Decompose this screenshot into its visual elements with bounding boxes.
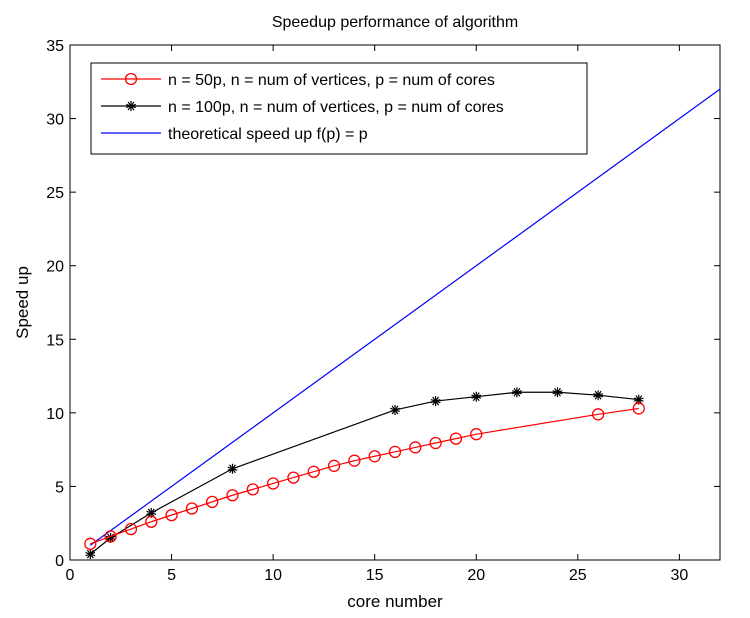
data-point <box>430 396 441 407</box>
chart-title: Speedup performance of algorithm <box>272 14 518 31</box>
y-tick-label: 15 <box>46 332 64 349</box>
data-point <box>165 508 178 522</box>
legend-item-3: theoretical speed up f(p) = p <box>101 126 368 143</box>
data-point <box>85 549 96 560</box>
legend: n = 50p, n = num of vertices, p = num of… <box>90 62 588 155</box>
legend-label: theoretical speed up f(p) = p <box>168 126 368 143</box>
series-line <box>89 88 721 546</box>
series-1 <box>84 402 645 550</box>
x-tick-label: 0 <box>66 567 75 584</box>
x-tick-label: 25 <box>569 567 587 584</box>
x-tick-label: 15 <box>366 567 384 584</box>
data-point <box>266 477 280 490</box>
data-point <box>409 441 422 454</box>
data-point <box>471 391 482 402</box>
y-tick-label: 25 <box>46 185 64 202</box>
data-point <box>593 390 604 401</box>
data-point <box>368 450 381 463</box>
data-point <box>145 515 158 528</box>
data-point <box>348 454 361 467</box>
y-tick-label: 10 <box>46 406 64 423</box>
x-tick-label: 30 <box>670 567 688 584</box>
data-point <box>246 483 259 496</box>
legend-marker <box>126 101 136 111</box>
legend-label: n = 100p, n = num of vertices, p = num o… <box>168 99 504 116</box>
data-point <box>633 394 644 405</box>
data-point <box>226 489 239 502</box>
data-point <box>105 532 116 543</box>
data-point <box>632 402 645 415</box>
data-point <box>591 408 605 421</box>
data-point <box>84 537 97 550</box>
data-point <box>388 445 402 459</box>
y-tick-label: 0 <box>55 553 64 570</box>
x-tick-label: 20 <box>467 567 485 584</box>
data-point <box>185 502 199 515</box>
legend-box <box>90 62 588 155</box>
legend-label: n = 50p, n = num of vertices, p = num of… <box>168 72 495 89</box>
data-point <box>287 471 300 484</box>
series-2 <box>85 387 644 560</box>
axis-ticks: 0 5 10 15 20 25 30 0 5 10 15 20 25 30 35 <box>46 38 720 584</box>
plot-area: 0 5 10 15 20 25 30 0 5 10 15 20 25 30 35 <box>46 38 721 584</box>
data-point <box>429 436 442 450</box>
x-tick-label: 10 <box>264 567 282 584</box>
data-point <box>449 432 463 445</box>
series-layer <box>84 88 721 560</box>
data-point <box>104 530 117 543</box>
y-tick-label: 20 <box>46 259 64 276</box>
data-point <box>511 387 522 398</box>
data-point <box>390 404 400 415</box>
data-point <box>327 459 341 472</box>
y-tick-label: 5 <box>55 479 64 496</box>
data-point <box>552 387 563 398</box>
data-point <box>206 495 219 509</box>
plot-frame <box>69 44 721 561</box>
data-point <box>227 463 238 474</box>
x-axis-label: core number <box>347 592 443 611</box>
y-tick-label: 30 <box>46 112 64 129</box>
series-3 <box>89 88 721 546</box>
legend-marker <box>124 72 138 86</box>
x-tick-label: 5 <box>167 567 176 584</box>
series-line <box>89 391 639 555</box>
y-axis-label: Speed up <box>13 266 32 339</box>
data-point <box>124 522 138 536</box>
legend-item-2: n = 100p, n = num of vertices, p = num o… <box>101 99 504 116</box>
data-point <box>307 465 320 478</box>
y-tick-label: 35 <box>46 38 64 55</box>
series-line <box>90 407 639 545</box>
data-point <box>470 428 483 441</box>
legend-item-1: n = 50p, n = num of vertices, p = num of… <box>101 72 495 89</box>
